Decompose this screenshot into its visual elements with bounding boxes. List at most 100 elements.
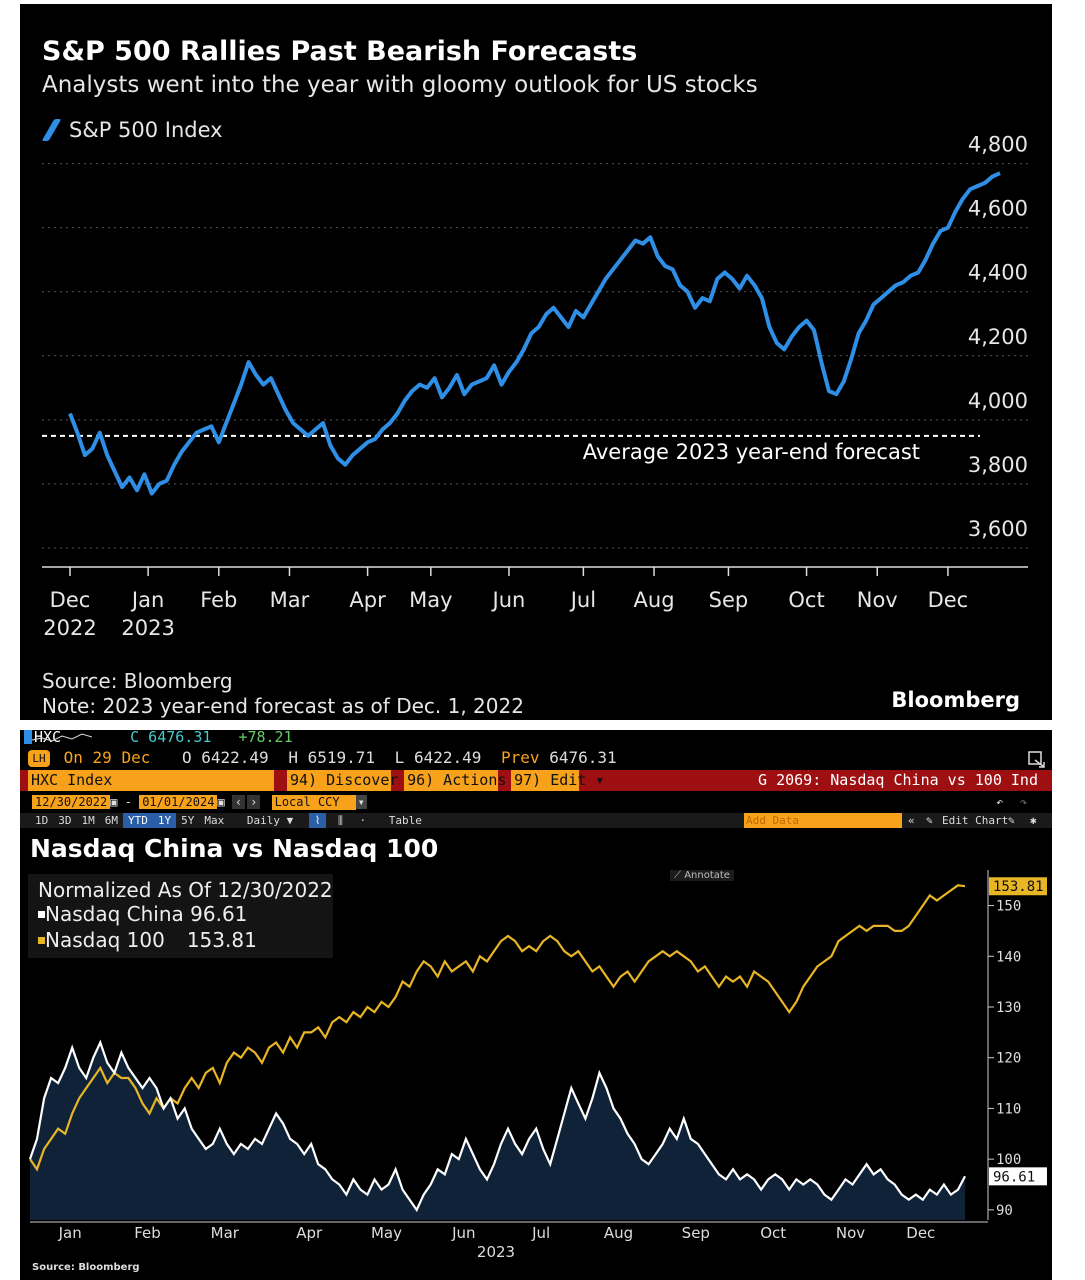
quote-badge-icon: LH [28,750,50,767]
terminal-chart-panel: HXC C 6476.31 +78.21 LH On 29 Dec O 6422… [20,730,1052,1280]
x-tick-label: Nov [857,588,898,612]
undo-icon[interactable]: ↶ [996,795,1004,809]
table-button[interactable]: Table [388,814,422,827]
period-1d[interactable]: 1D [35,814,49,827]
x-tick-label: Feb [200,588,237,612]
legend-header: Normalized As Of 12/30/2022 [38,878,333,902]
panel-title: Nasdaq China vs Nasdaq 100 [30,834,439,863]
period-max[interactable]: Max [204,814,225,827]
x-tick-label: Nov [836,1224,865,1242]
legend-gold-swatch-icon [38,937,45,944]
redo-icon[interactable]: ↷ [1020,795,1028,809]
nasdaq-100-line [29,884,966,1172]
annotate-button[interactable]: ⟋ Annotate [670,870,734,881]
edit-chart-button[interactable]: Edit Chart [942,814,1009,827]
y-tick-label: 4,800 [968,133,1028,157]
sp500-chart-panel: S&P 500 Rallies Past Bearish Forecasts A… [20,4,1052,720]
bloomberg-logo: Bloomberg [891,688,1020,712]
collapse-icon[interactable]: « [908,814,915,827]
y-tick-label: 3,600 [968,517,1028,541]
line-chart-icon[interactable]: ⌇ [308,813,327,828]
prev-label: Prev [501,748,540,767]
x-tick-label: Apr [296,1224,323,1242]
date-separator: - [124,795,132,809]
x-tick-label: Apr [349,588,386,612]
period-3d[interactable]: 3D [58,814,72,827]
more-dot-icon[interactable]: · [359,814,367,827]
edit-pencil-icon[interactable]: ✎ [1008,814,1015,827]
x-tick-label: Aug [634,588,675,612]
end-date-input[interactable]: 01/01/2024 [139,795,218,809]
open-price: O 6422.49 [181,748,269,767]
nasdaq-china-line [28,1039,966,1213]
period-1y[interactable]: 1Y [152,813,177,828]
next-arrow-icon[interactable]: › [247,795,261,809]
start-calendar-icon[interactable]: ▣ [110,795,118,809]
x-tick-year: 2023 [121,616,174,640]
source-note: Source: Bloomberg [42,669,233,693]
ticker-row: HXC C 6476.31 +78.21 [20,730,293,745]
y-tick-label: 4,600 [968,197,1028,221]
y-tick-label: 130 [996,1000,1021,1016]
currency-dropdown-icon[interactable]: ▾ [355,795,367,809]
legend-china-value: 96.61 [190,902,248,926]
quote-row: LH On 29 Dec O 6422.49 H 6519.71 L 6422.… [20,748,617,768]
legend-box: Normalized As Of 12/30/2022 Nasdaq China… [28,874,333,958]
period-5y[interactable]: 5Y [181,814,195,827]
chart-name: G 2069: Nasdaq China vs 100 Ind [758,771,1038,789]
period-6m[interactable]: 6M [104,814,118,827]
y-tick-label: 120 [996,1051,1021,1067]
prev-price: 6476.31 [549,748,617,767]
x-tick-label: Oct [760,1224,786,1242]
x-tick-label: May [409,588,452,612]
x-tick-label: Jun [491,588,526,612]
settings-gear-icon[interactable]: ✱ [1030,814,1037,827]
discover-menu[interactable]: 94) Discover ▾ [287,770,416,791]
x-tick-label: Jun [451,1224,475,1242]
prev-arrow-icon[interactable]: ‹ [231,795,246,809]
x-tick-label: Dec [906,1224,935,1242]
period-ytd[interactable]: YTD [123,813,153,828]
add-data-input[interactable]: Add Data [744,813,902,828]
edit-menu[interactable]: 97) Edit ▾ [511,770,604,791]
forecast-label: Average 2023 year-end forecast [583,440,920,464]
annotate-label: Annotate [684,870,730,881]
end-calendar-icon[interactable]: ▣ [217,795,225,809]
legend-white-swatch-icon [38,911,45,918]
high-price: H 6519.71 [288,748,376,767]
start-date-input[interactable]: 12/30/2022 [32,795,111,809]
x-tick-label: Oct [788,588,824,612]
security-field[interactable]: HXC Index [28,770,274,791]
y-tick-label: 150 [996,899,1021,915]
candle-chart-icon[interactable]: ⫼ [337,814,343,827]
x-tick-label: Sep [682,1224,710,1242]
frequency-select[interactable]: Daily ▼ [246,814,294,827]
legend-label: S&P 500 Index [69,118,223,142]
x-tick-label: Feb [134,1224,161,1242]
y-tick-label: 100 [996,1152,1021,1168]
period-buttons: 1D 3D 1M 6M YTD 1Y 5Y Max [30,813,229,828]
x-tick-year: 2022 [43,616,96,640]
low-price: L 6422.49 [394,748,482,767]
function-bar: HXC Index 94) Discover ▾ 96) Actions ▾ 9… [20,770,1052,791]
pencil-icon[interactable]: ✎ [926,814,933,827]
ticker-marker-icon [24,730,32,744]
period-1m[interactable]: 1M [81,814,95,827]
sparkline-icon [32,733,92,742]
y-tick-label: 90 [996,1203,1013,1219]
currency-select[interactable]: Local CCY [271,795,356,810]
y-tick-label: 4,200 [968,325,1028,349]
legend-china-label: Nasdaq China [45,902,184,926]
actions-menu[interactable]: 96) Actions ▾ [404,770,524,791]
x-tick-label: Jan [58,1224,82,1242]
y-tick-label: 4,400 [968,261,1028,285]
legend-entry-sp500: S&P 500 Index [41,118,223,142]
x-tick-label: Mar [270,588,310,612]
x-tick-label: Dec [50,588,91,612]
ticker-symbol: HXC [34,730,62,746]
legend-nasdaq-100: Nasdaq 100 153.81 [38,928,257,952]
x-tick-label: Mar [211,1224,240,1242]
export-icon[interactable] [1027,750,1047,768]
quote-date: On 29 Dec [63,748,151,767]
